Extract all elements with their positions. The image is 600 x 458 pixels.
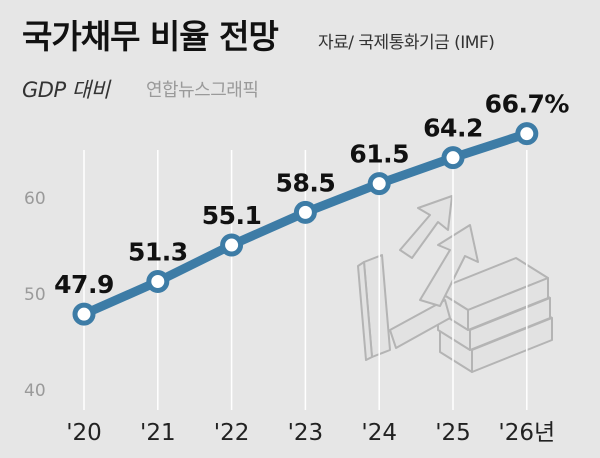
data-label: 64.2 [423,114,483,143]
money-stack-illustration [357,195,553,373]
chart-title: 국가채무 비율 전망 [22,17,279,56]
data-point [220,233,244,257]
data-point [367,172,391,196]
x-tick-label: '20 [66,420,102,446]
y-tick-label: 60 [24,189,46,209]
data-label: 66.7% [485,90,570,119]
data-point [441,146,465,170]
credit-label: 연합뉴스그래픽 [146,80,259,101]
source-label: 자료/ 국제통화기금 (IMF) [318,33,495,53]
data-point [515,122,539,146]
y-tick-label: 50 [24,285,46,305]
data-label: 61.5 [349,140,409,169]
data-point [146,270,170,294]
data-point [293,200,317,224]
x-tick-label: '21 [140,420,176,446]
data-label: 58.5 [276,168,336,197]
data-label: 47.9 [54,270,114,299]
x-tick-label: '23 [288,420,324,446]
data-point [72,302,96,326]
chart-subtitle: GDP 대비 [22,78,110,102]
y-tick-label: 40 [24,381,46,401]
x-tick-label: '26년 [498,420,555,446]
x-tick-label: '22 [214,420,250,446]
x-tick-label: '24 [361,420,397,446]
data-label: 55.1 [202,201,262,230]
data-label: 51.3 [128,238,188,267]
x-tick-label: '25 [435,420,471,446]
